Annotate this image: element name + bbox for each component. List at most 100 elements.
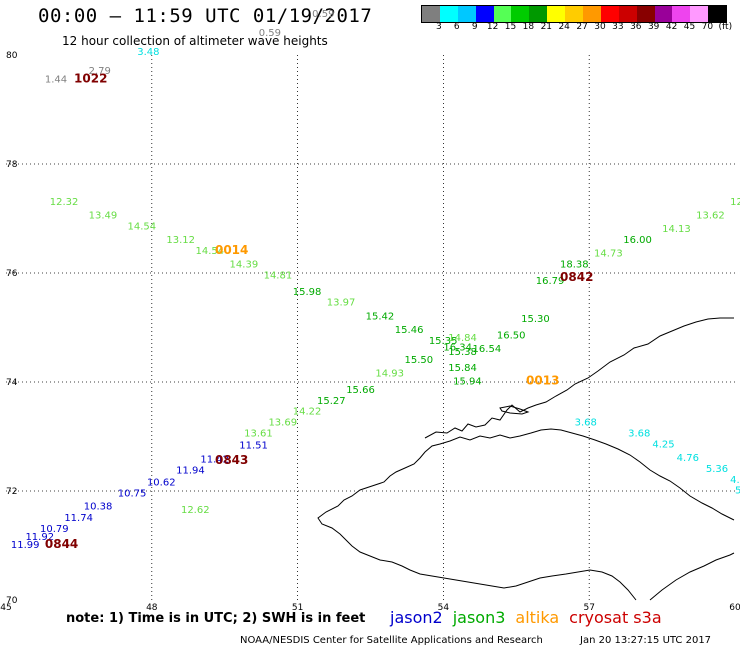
wave-height-label: 16.00 <box>623 235 652 246</box>
wave-height-label: 10.38 <box>84 502 113 513</box>
wave-height-label: 14.22 <box>293 407 322 418</box>
x-tick-label: 60 <box>729 603 740 613</box>
y-tick-label: 72 <box>6 487 17 497</box>
wave-height-label: 2.79 <box>89 66 111 77</box>
legend-label: 27 <box>576 22 588 32</box>
x-tick-label: 54 <box>438 603 450 613</box>
wave-height-label: 16.79 <box>536 276 565 287</box>
wave-height-label: 13.49 <box>89 211 118 222</box>
legend-label: 39 <box>647 22 660 32</box>
legend-swatch <box>422 6 440 22</box>
color-legend <box>421 5 728 23</box>
lat-lon-grid: 45 48 51 54 57 60 70 72 74 76 78 80 <box>0 51 740 613</box>
wave-height-label: 15.94 <box>453 377 482 388</box>
wave-height-label: 15.27 <box>317 396 346 407</box>
footer-note: note: 1) Time is in UTC; 2) SWH is in fe… <box>66 611 366 626</box>
wave-height-label: 14.84 <box>448 333 477 344</box>
pass-time-label: 0844 <box>45 537 78 551</box>
wave-height-label: 15.42 <box>366 311 395 322</box>
legend-label: 21 <box>540 22 553 32</box>
legend-swatch <box>511 6 530 22</box>
legend-label: 3 <box>436 22 442 32</box>
satellite-legend: jason2 jason3 altika cryosat s3a <box>390 608 662 627</box>
legend-swatch <box>457 6 476 22</box>
x-tick-label: 51 <box>292 603 303 613</box>
wave-height-label: 10.79 <box>40 524 69 535</box>
legend-label: 15 <box>504 22 517 32</box>
wave-height-label: 15.30 <box>521 314 550 325</box>
wave-height-label: 13.69 <box>268 418 297 429</box>
wave-height-label: 14.93 <box>375 369 404 380</box>
novaya-zemlya-coast <box>424 317 734 439</box>
wave-height-label: 3.48 <box>137 47 159 58</box>
wave-height-label: 4.94 <box>730 475 740 486</box>
wave-height-label: 1.44 <box>45 74 67 85</box>
legend-swatch <box>565 6 584 22</box>
wave-height-label: 10.75 <box>118 488 147 499</box>
wave-height-label: 15.38 <box>448 347 477 358</box>
legend-swatch <box>708 6 727 22</box>
y-tick-label: 70 <box>6 596 18 606</box>
wave-height-label: 16.34 <box>443 342 472 353</box>
wave-height-label: 14.13 <box>662 224 691 235</box>
y-tick-label: 78 <box>6 160 18 170</box>
legend-swatch <box>690 6 709 22</box>
wave-height-label: 15.35 <box>429 336 458 347</box>
satellite-name: jason3 <box>452 608 506 627</box>
wave-height-label: 3.68 <box>628 429 650 440</box>
readings-layer: 1.442.793.480.590.5912.3213.4914.5413.12… <box>11 9 740 551</box>
satellite-name: jason2 <box>390 608 443 627</box>
wave-height-label: 11.94 <box>176 466 205 477</box>
wave-height-label: 11.42 <box>200 455 229 466</box>
y-tick-label: 74 <box>6 378 18 388</box>
legend-swatch <box>672 6 691 22</box>
legend-label: 33 <box>612 22 624 32</box>
kara-coast <box>317 428 735 601</box>
wave-height-label: 5 <box>735 486 740 497</box>
wave-height-label: 15.84 <box>448 363 477 374</box>
legend-swatch <box>583 6 601 22</box>
legend-swatch <box>493 6 512 22</box>
island-coast <box>499 405 530 415</box>
mainland-coast <box>649 552 735 601</box>
wave-height-label: 10.62 <box>147 478 176 489</box>
wave-height-label: 3.68 <box>575 418 597 429</box>
pass-time-label: 0843 <box>215 453 248 467</box>
wave-height-label: 13.61 <box>244 429 273 440</box>
legend-swatch <box>654 6 673 22</box>
wave-height-label: 14.73 <box>594 249 623 260</box>
page-subtitle: 12 hour collection of altimeter wave hei… <box>62 34 328 48</box>
legend-label: 70 <box>701 22 714 32</box>
wave-height-label: 16.54 <box>473 344 502 355</box>
legend-swatch <box>618 6 637 22</box>
wave-height-label: 18.38 <box>560 260 589 271</box>
wave-height-label: 12.62 <box>181 505 210 516</box>
legend-label: 24 <box>558 22 570 32</box>
legend-swatch <box>636 6 655 22</box>
pass-time-label: 0842 <box>560 270 593 284</box>
x-tick-label: 48 <box>146 603 158 613</box>
color-legend-labels: 3 6 9 12 15 18 21 24 27 30 33 36 39 42 45 70 (ft) <box>421 22 740 34</box>
wave-height-label: 11.92 <box>25 532 54 543</box>
legend-swatch <box>529 6 548 22</box>
y-tick-label: 76 <box>6 269 18 279</box>
wave-height-label: 4.25 <box>652 439 674 450</box>
wave-height-label: 11.74 <box>64 513 93 524</box>
timestamp-text: Jan 20 13:27:15 UTC 2017 <box>580 635 712 646</box>
wave-height-label: 14.54 <box>128 221 157 232</box>
wave-height-label: 4.76 <box>677 453 699 464</box>
legend-label: 42 <box>665 22 678 32</box>
wave-height-label: 11.51 <box>239 440 268 451</box>
wave-height-label: 15.66 <box>346 385 375 396</box>
wave-height-label: 15.98 <box>293 287 322 298</box>
legend-label: (ft) <box>718 22 733 32</box>
legend-label: 45 <box>683 22 696 32</box>
pass-time-label: 0013 <box>526 374 559 388</box>
x-tick-label: 45 <box>0 603 11 613</box>
wave-height-label: 0.59 <box>259 28 281 39</box>
wave-height-label: 11.99 <box>11 540 40 551</box>
satellite-name: cryosat s3a <box>569 608 662 627</box>
wave-height-label: 13.97 <box>327 298 356 309</box>
legend-swatch <box>439 6 458 22</box>
legend-label: 12 <box>486 22 499 32</box>
